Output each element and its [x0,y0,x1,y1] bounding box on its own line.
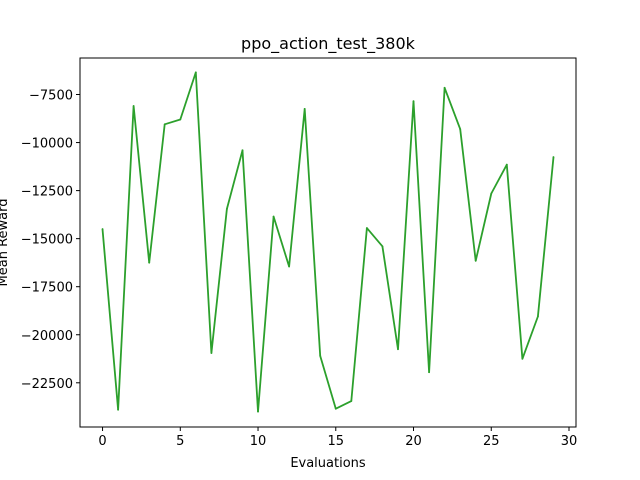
data-point [412,100,415,103]
data-point [505,163,508,166]
y-tick-label: −22500 [21,377,73,392]
data-point [148,261,151,264]
data-point [179,118,182,121]
data-point [443,86,446,89]
y-tick-label: −10000 [21,137,73,152]
x-tick-label: 0 [98,434,106,449]
x-tick-label: 20 [405,434,422,449]
data-point [490,192,493,195]
x-tick-label: 5 [176,434,184,449]
data-point [459,128,462,131]
data-point [537,315,539,318]
y-tick-label: −15000 [21,233,73,248]
x-axis-title: Evaluations [290,456,366,471]
y-tick-label: −12500 [21,185,73,200]
y-tick-label: −20000 [21,329,73,344]
data-point [132,105,135,107]
data-point [210,352,213,354]
data-point [303,108,306,110]
plot-frame [79,57,577,428]
x-axis: 0 5 10 15 20 25 30 [98,427,577,449]
data-point [365,227,368,229]
data-point [257,410,259,413]
y-tick-label: −7500 [29,89,73,104]
data-point [319,354,322,357]
x-tick-label: 10 [250,434,267,449]
x-tick-label: 25 [483,434,500,449]
data-point [521,357,524,360]
data-point [194,71,197,74]
x-tick-label: 30 [561,434,578,449]
y-tick-label: −17500 [21,281,73,296]
data-point [288,265,291,268]
data-point [474,259,477,262]
data-point [163,123,166,126]
data-point [241,149,244,152]
data-point [381,245,384,248]
y-axis: −22500 −20000 −17500 −15000 −12500 −10000 −750… [21,89,80,392]
data-point [552,156,555,158]
chart-title: ppo_action_test_380k [241,34,416,54]
plot-lines [101,71,555,413]
data-point [272,215,275,218]
data-point [101,228,104,230]
data-point [117,408,119,411]
series-line [101,71,555,413]
data-point [350,400,353,402]
data-point [397,348,399,351]
data-point [334,407,337,410]
x-tick-label: 15 [328,434,345,449]
data-point [226,207,228,210]
data-point [428,371,430,374]
y-axis-title: Mean Reward [0,199,11,287]
